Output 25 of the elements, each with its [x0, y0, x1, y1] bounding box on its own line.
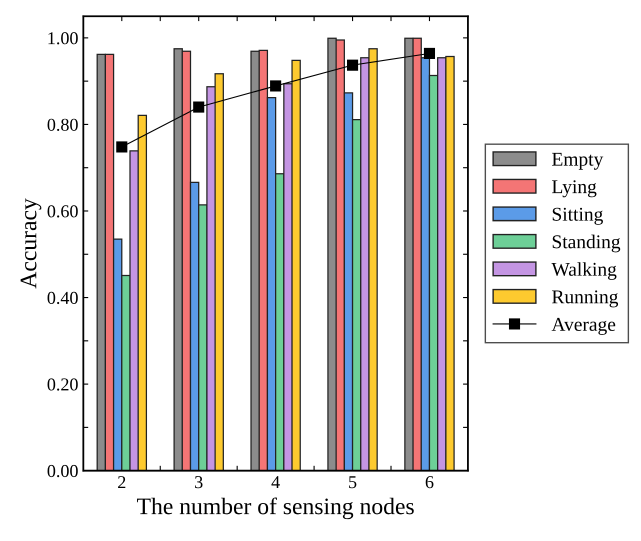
y-tick-label: 0.60 [48, 205, 78, 218]
point [424, 48, 436, 60]
x-axis-title: The number of sensing nodes [137, 497, 414, 520]
y-tick-label: 0.80 [48, 118, 78, 131]
legend-label: Empty [552, 152, 604, 170]
legend-label: Average [552, 318, 616, 335]
point [116, 141, 128, 152]
y-tick-label: 1.00 [48, 32, 78, 44]
y-tick-label: 0.20 [48, 378, 78, 391]
legend-label: Sitting [552, 208, 603, 225]
point [193, 102, 204, 113]
legend-label: Lying [552, 180, 596, 198]
legend-label: Standing [552, 234, 620, 252]
legend-label: Running [552, 290, 618, 308]
legend-label: Walking [551, 262, 616, 280]
point [346, 60, 358, 71]
x-tick-label: 2 [118, 476, 126, 488]
y-tick-label: 0.40 [48, 292, 78, 304]
x-tick-label: 6 [426, 476, 434, 488]
y-axis-title: Accuracy [20, 198, 42, 288]
point [270, 80, 282, 92]
y-tick-label: 0.00 [48, 464, 78, 478]
x-tick-label: 4 [271, 476, 280, 488]
x-tick-label: 5 [349, 476, 356, 488]
x-tick-label: 3 [195, 476, 203, 488]
